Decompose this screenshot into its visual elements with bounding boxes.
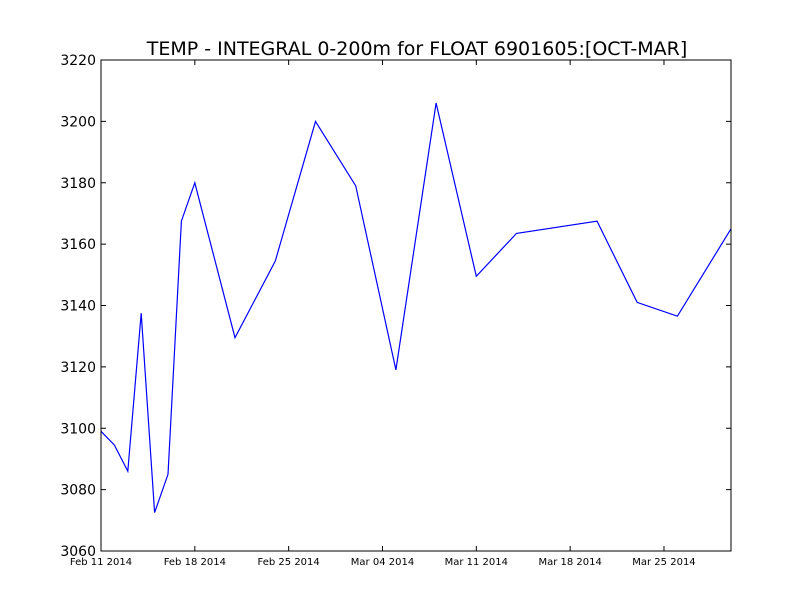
x-tick-label: Mar 11 2014 [445,557,508,568]
y-tick-label: 3080 [60,483,96,499]
axis-ticks: 3060 3080 3100 3120 3140 3160 3180 3200 3220 Feb … [60,53,731,568]
y-tick-label: 3100 [60,421,96,437]
x-tick-label: Mar 18 2014 [538,557,601,568]
x-tick-label: Mar 25 2014 [632,557,695,568]
y-tick-label: 3060 [60,544,96,560]
x-tick-label: Feb 25 2014 [258,557,320,568]
y-tick-label: 3200 [60,114,96,130]
plot-frame [100,59,732,552]
x-tick-label: Mar 04 2014 [351,557,414,568]
x-tick-label: Feb 18 2014 [164,557,226,568]
y-tick-label: 3220 [60,53,96,69]
y-tick-label: 3160 [60,237,96,253]
chart-title: TEMP - INTEGRAL 0-200m for FLOAT 6901605… [146,38,688,60]
y-tick-label: 3140 [60,299,96,315]
x-tick-label: Feb 11 2014 [70,557,132,568]
series-layer [100,102,732,513]
y-tick-label: 3180 [60,176,96,192]
y-tick-label: 3120 [60,360,96,376]
series-line [100,102,732,513]
